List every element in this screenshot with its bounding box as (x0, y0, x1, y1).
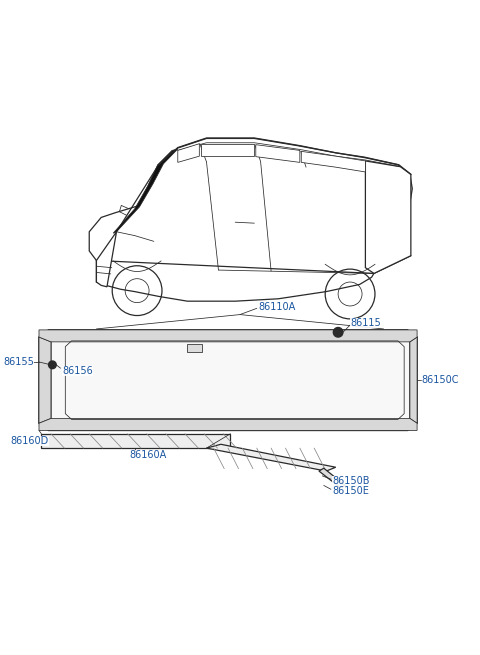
Circle shape (333, 328, 343, 337)
Polygon shape (256, 145, 300, 162)
Text: 86150C: 86150C (422, 375, 459, 385)
Text: 86150B: 86150B (332, 476, 370, 485)
Text: 86156: 86156 (62, 365, 93, 375)
Polygon shape (39, 419, 417, 430)
Polygon shape (89, 138, 412, 301)
Polygon shape (206, 444, 336, 471)
Polygon shape (187, 345, 202, 352)
Polygon shape (39, 337, 51, 423)
Text: 86155: 86155 (3, 357, 34, 367)
Polygon shape (201, 143, 254, 156)
Circle shape (48, 361, 56, 369)
Polygon shape (301, 151, 365, 172)
Polygon shape (178, 143, 199, 162)
Polygon shape (51, 335, 410, 424)
Polygon shape (39, 330, 417, 342)
Polygon shape (96, 232, 117, 287)
Polygon shape (41, 434, 230, 448)
Polygon shape (365, 161, 411, 273)
Polygon shape (113, 149, 178, 233)
Polygon shape (319, 468, 345, 488)
Text: 86110A: 86110A (258, 302, 295, 312)
Polygon shape (410, 337, 417, 423)
Text: 86160D: 86160D (10, 436, 48, 446)
Polygon shape (39, 330, 417, 430)
Text: 86115: 86115 (350, 318, 381, 328)
Text: 86160A: 86160A (129, 450, 166, 460)
Text: 86150E: 86150E (332, 486, 369, 496)
